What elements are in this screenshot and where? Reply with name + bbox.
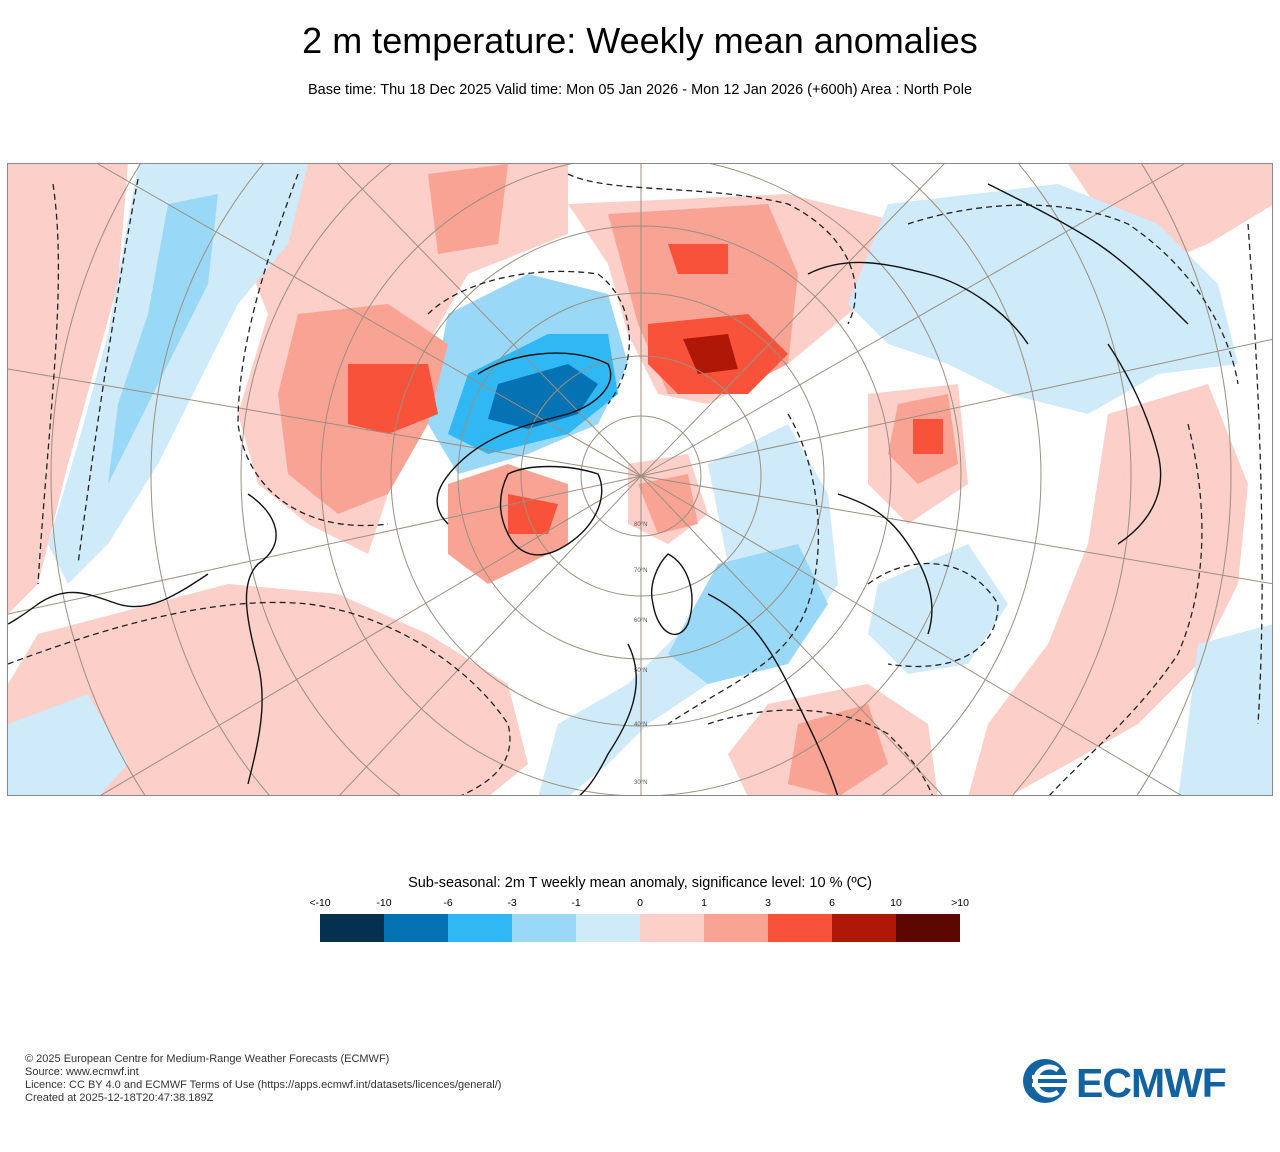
legend-tick: -1 [571,897,581,909]
lat-label-70: 70°N [634,568,647,574]
legend-swatch-6 [704,914,768,942]
legend-swatch-0 [320,914,384,942]
legend-tick: -6 [443,897,453,909]
legend-ticks: <-10 -10 -6 -3 -1 0 1 3 6 10 >10 [309,897,969,911]
logo-wordmark: ECMWF [1076,1060,1226,1104]
lat-label-80: 80°N [634,522,647,528]
logo-mark-icon [1023,1059,1072,1103]
footer: © 2025 European Centre for Medium-Range … [25,1053,501,1105]
legend-tick: -3 [507,897,517,909]
latitude-labels: 80°N 70°N 60°N 50°N 40°N 30°N [634,522,647,786]
coastlines [8,183,1189,795]
legend-tick: -10 [376,897,392,909]
lat-label-30: 30°N [634,780,647,786]
licence-text: Licence: CC BY 4.0 and ECMWF Terms of Us… [25,1079,502,1091]
legend-title: Sub-seasonal: 2m T weekly mean anomaly, … [408,875,872,891]
lat-label-40: 40°N [634,722,647,728]
anomaly-field-warm-very-strong [683,334,738,374]
legend-tick: 10 [890,897,902,909]
legend-swatch-4 [576,914,640,942]
significance-contours [8,173,1263,795]
anomaly-field-cold-light [8,164,1272,795]
legend-colorbar [320,914,960,942]
copyright-text: © 2025 European Centre for Medium-Range … [25,1053,390,1065]
legend-swatch-8 [832,914,896,942]
legend-tick: 6 [829,897,835,909]
anomaly-map: 80°N 70°N 60°N 50°N 40°N 30°N [7,163,1273,796]
legend-swatch-5 [640,914,704,942]
legend-tick: <-10 [309,897,331,909]
legend-swatch-2 [448,914,512,942]
legend-tick: 1 [701,897,707,909]
ecmwf-logo: ECMWF [1018,1058,1258,1106]
created-text: Created at 2025-12-18T20:47:38.189Z [25,1092,214,1104]
legend-swatch-3 [512,914,576,942]
legend-swatch-9 [896,914,960,942]
graticule [8,164,1272,795]
source-text: Source: www.ecmwf.int [25,1066,139,1078]
map-canvas: 80°N 70°N 60°N 50°N 40°N 30°N [8,164,1272,795]
chart-subtitle: Base time: Thu 18 Dec 2025 Valid time: M… [307,82,973,98]
chart-title: 2 m temperature: Weekly mean anomalies [302,20,978,61]
legend-tick: 0 [637,897,643,909]
ecmwf-logo-graphic: ECMWF [1023,1059,1227,1106]
legend-tick: 3 [765,897,771,909]
legend-swatch-1 [384,914,448,942]
legend-tick: >10 [951,897,969,909]
lat-label-50: 50°N [634,668,647,674]
legend-swatch-7 [768,914,832,942]
lat-label-60: 60°N [634,618,647,624]
